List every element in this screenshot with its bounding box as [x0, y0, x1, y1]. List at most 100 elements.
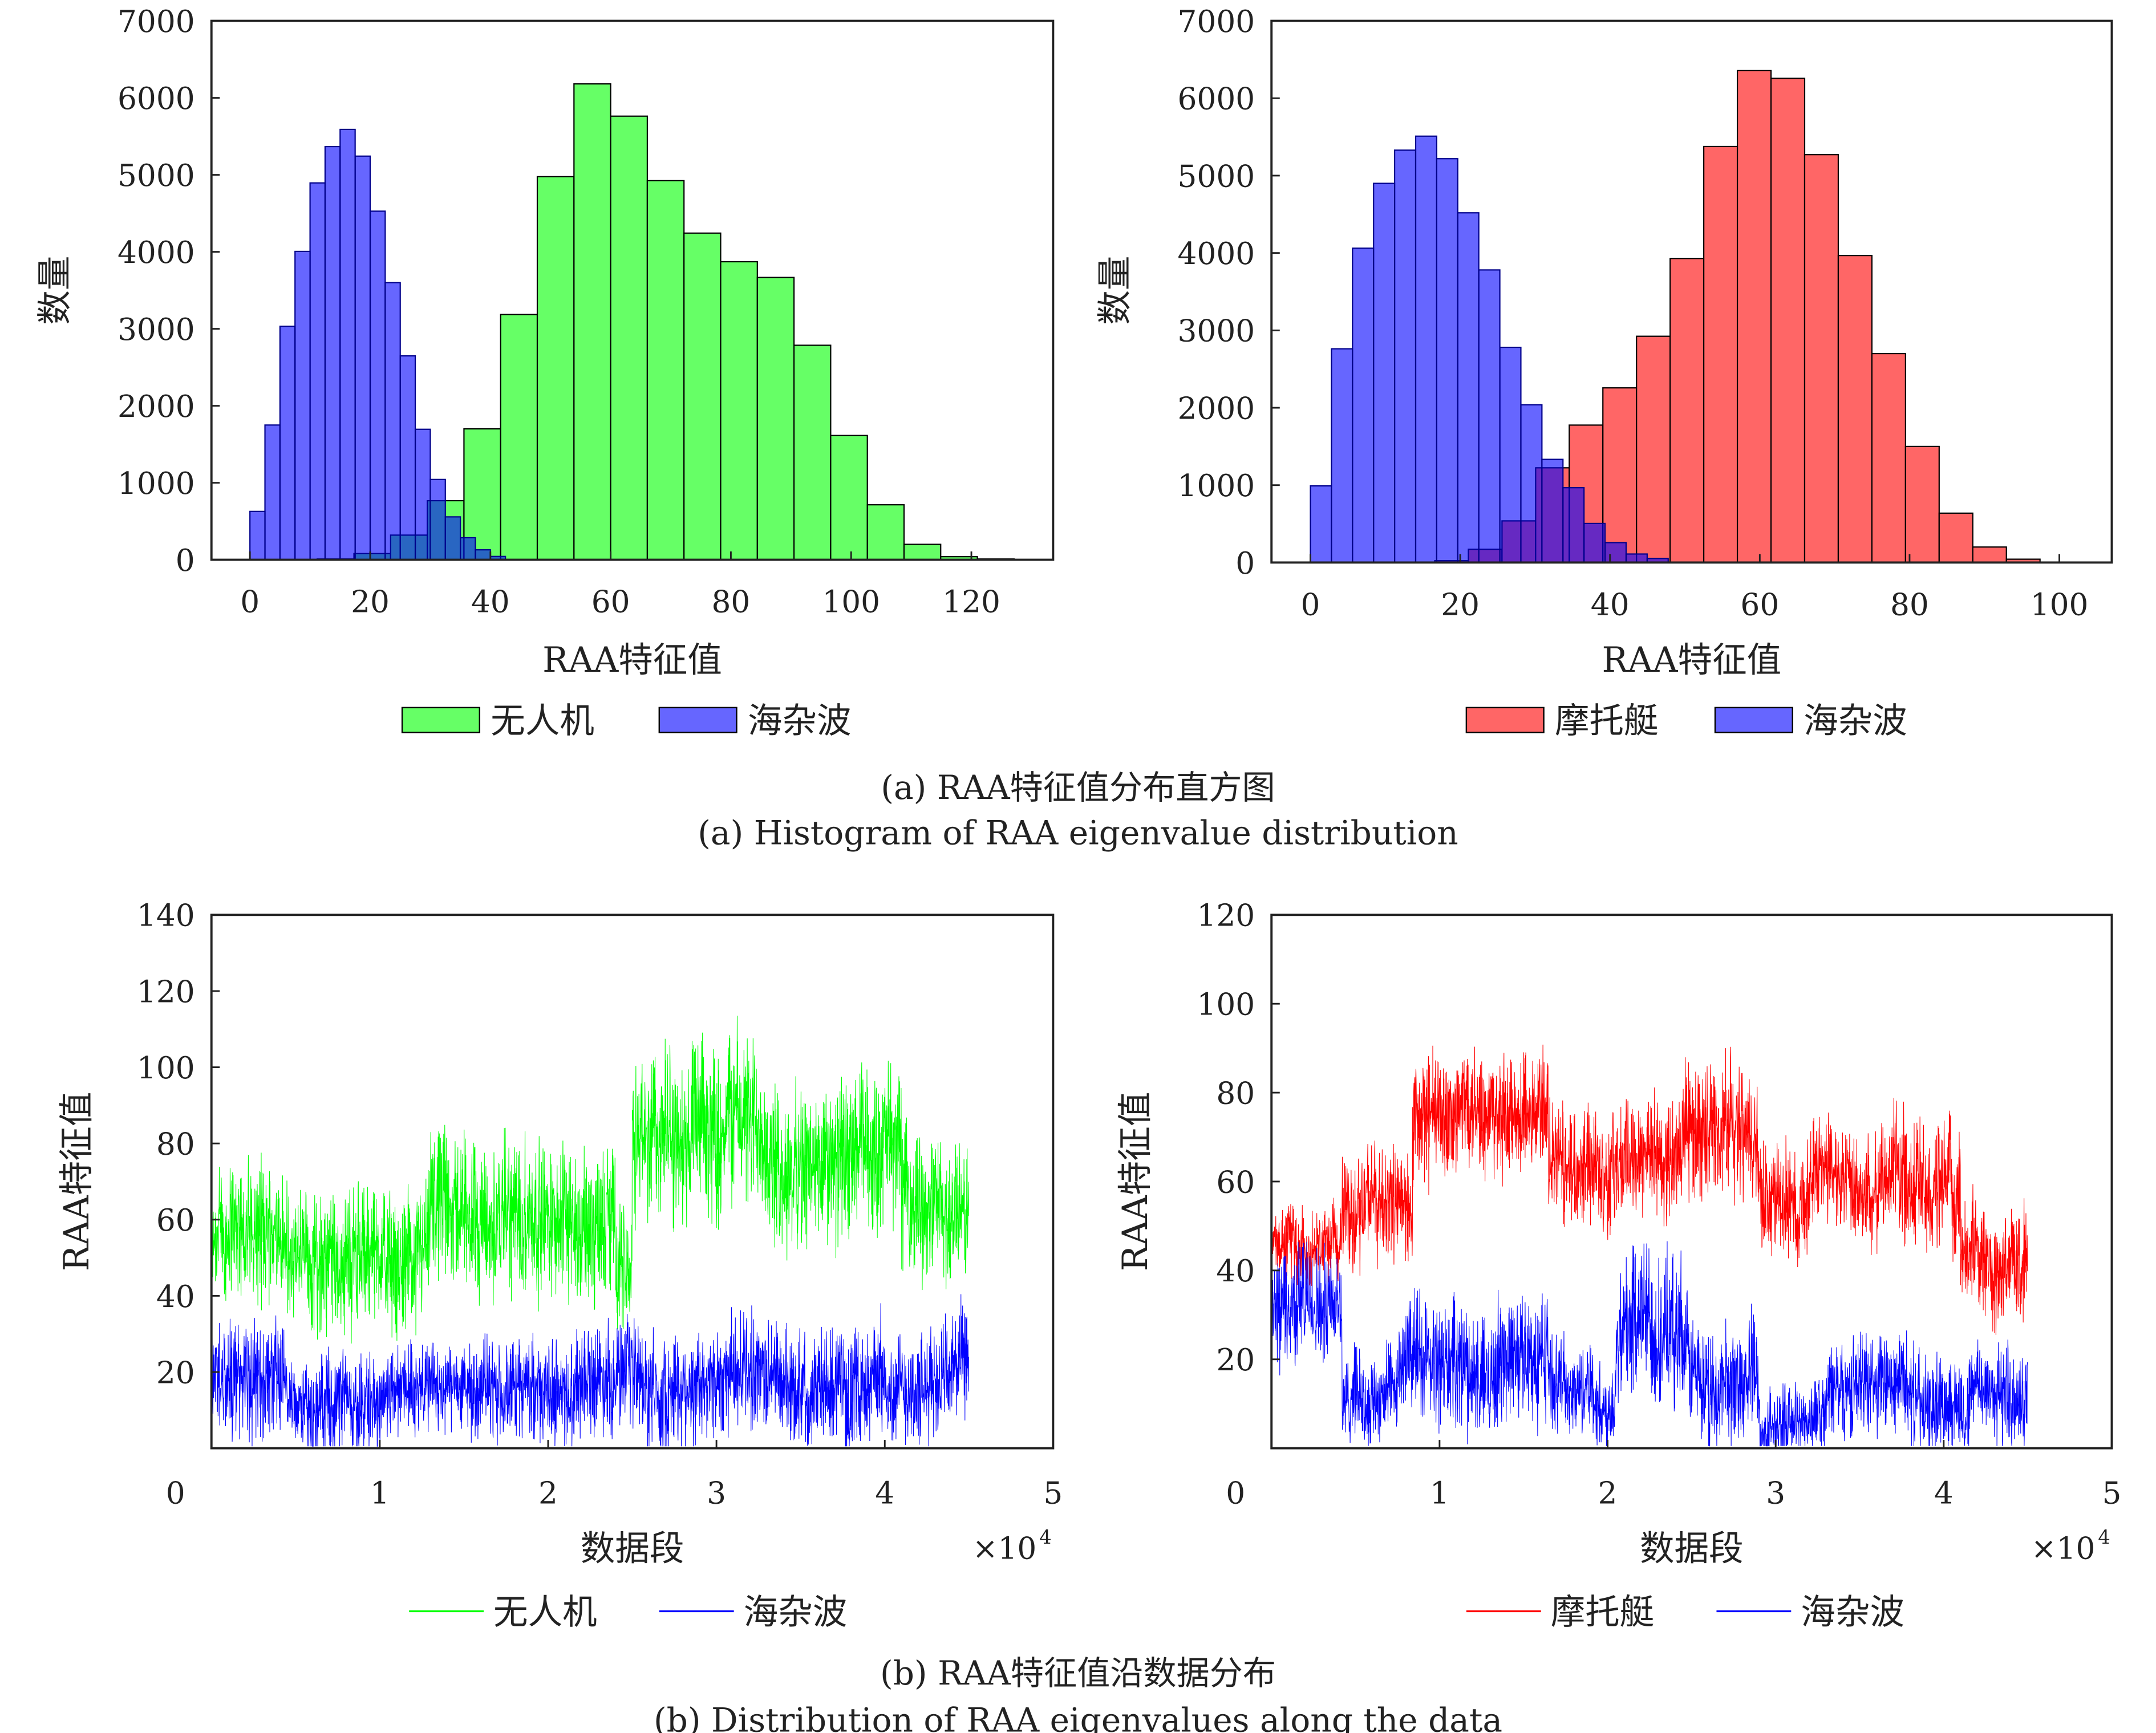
histogram-bar: [1457, 212, 1480, 563]
y-tick-label: 60: [1216, 1164, 1255, 1200]
histogram-bar: [1625, 553, 1648, 563]
x-tick-label: 1: [370, 1476, 390, 1511]
y-tick-label: 7000: [1178, 4, 1255, 39]
y-tick-label: 120: [1197, 898, 1255, 934]
histogram-bar: [294, 250, 311, 561]
histogram-bar: [1520, 404, 1543, 563]
x-tick-label: 20: [351, 585, 390, 620]
histogram-bar: [414, 428, 431, 561]
x-axis-label: RAA特征值: [1602, 640, 1781, 680]
x-multiplier-exponent: 4: [2098, 1526, 2110, 1548]
y-tick-label: 0: [1235, 546, 1255, 581]
legend: 摩托艇 海杂波: [1466, 1592, 1904, 1632]
x-tick-label: 0: [240, 585, 260, 620]
y-tick-label: 0: [176, 543, 195, 578]
histogram-bar: [1837, 255, 1873, 563]
histogram-bar: [683, 232, 722, 561]
y-tick-label: 4000: [117, 235, 195, 270]
series-line-sea-clutter: [1271, 1241, 2028, 1447]
histogram-bar: [646, 180, 685, 561]
histogram-bar: [399, 355, 416, 561]
y-tick-label: 20: [156, 1355, 195, 1390]
x-tick-label: 0: [166, 1476, 185, 1511]
x-axis-label: RAA特征值: [542, 640, 722, 680]
series-line-sea-clutter: [211, 1294, 969, 1447]
histogram-bar: [1331, 348, 1353, 563]
histogram-bar: [1583, 522, 1606, 563]
histogram-bar: [1602, 387, 1638, 563]
axes-frame: [210, 19, 1055, 561]
histogram-bar: [309, 182, 326, 561]
histogram-bar: [720, 261, 758, 561]
histogram-bar: [610, 115, 648, 561]
histogram-bar: [354, 155, 371, 561]
x-tick-label: 1: [1430, 1476, 1449, 1511]
x-tick-label: 2: [538, 1476, 558, 1511]
legend: 无人机 海杂波: [409, 1592, 847, 1632]
histogram-bar: [866, 504, 905, 561]
y-tick-label: 3000: [117, 312, 195, 347]
x-tick-label: 20: [1441, 587, 1480, 623]
y-tick-label: 1000: [1178, 468, 1255, 504]
y-tick-label: 120: [137, 974, 195, 1009]
histogram-bar: [475, 549, 491, 561]
x-tick-label: 4: [875, 1476, 894, 1511]
x-tick-label: 4: [1934, 1476, 1954, 1511]
histogram-bar: [1541, 458, 1564, 563]
x-tick-label: 100: [822, 585, 880, 620]
y-tick-label: 6000: [1178, 82, 1255, 117]
series-sea-clutter: [249, 128, 506, 561]
histogram-bar: [1736, 70, 1772, 563]
histogram-bar: [460, 537, 476, 561]
legend-label: 海杂波: [744, 1592, 848, 1632]
series-line-target: [211, 1016, 969, 1344]
legend-swatch: [1465, 707, 1545, 733]
y-tick-label: 5000: [1178, 159, 1255, 194]
y-axis-label: RAA特征值: [1116, 1092, 1156, 1272]
x-tick-label: 5: [2102, 1476, 2122, 1511]
histogram-bar: [903, 543, 942, 561]
legend-label: 摩托艇: [1555, 701, 1659, 741]
x-tick-label: 80: [712, 585, 751, 620]
legend-label: 海杂波: [748, 701, 852, 741]
histogram-bar: [444, 516, 461, 561]
caption-b-cn: (b) RAA特征值沿数据分布: [880, 1654, 1276, 1693]
histogram-bar: [369, 210, 386, 561]
x-tick-label: 40: [471, 585, 510, 620]
histogram-bar: [1904, 445, 1940, 563]
y-tick-label: 80: [1216, 1075, 1255, 1111]
y-tick-label: 140: [137, 898, 195, 934]
axes-frame: [210, 914, 1055, 1450]
histogram-bar: [249, 510, 266, 561]
histogram-bar: [1394, 149, 1417, 563]
y-tick-label: 40: [156, 1279, 195, 1314]
histogram-bar: [1415, 135, 1437, 563]
y-tick-label: 100: [1197, 987, 1255, 1022]
caption-a-cn: (a) RAA特征值分布直方图: [881, 768, 1275, 807]
x-tick-label: 3: [1766, 1476, 1785, 1511]
x-tick-label: 60: [1740, 587, 1779, 623]
x-tick-label: 100: [2031, 587, 2089, 623]
x-tick-label: 120: [942, 585, 1000, 620]
caption-a-en: (a) Histogram of RAA eigenvalue distribu…: [698, 814, 1458, 853]
legend-label: 海杂波: [1801, 1592, 1904, 1632]
x-multiplier: ×10: [2031, 1531, 2095, 1566]
y-axis-label: 数量: [1095, 256, 1135, 325]
histogram-uav-panel: 0 20 40 60 80 100 120 0 1000 2000 3000 4000 5000 6000…: [35, 4, 1055, 741]
histogram-bar: [1604, 542, 1627, 563]
y-axis-label: 数量: [35, 256, 75, 325]
histogram-bar: [339, 128, 356, 561]
histogram-bar: [793, 344, 832, 561]
legend-label: 海杂波: [1804, 701, 1907, 741]
histogram-bar: [536, 176, 575, 561]
histogram-bar: [573, 83, 611, 561]
y-tick-label: 80: [156, 1127, 195, 1162]
histogram-bar: [1770, 78, 1806, 563]
y-tick-label: 2000: [1178, 391, 1255, 426]
x-tick-label: 0: [1226, 1476, 1245, 1511]
legend-swatch: [401, 707, 481, 733]
histogram-bar: [1352, 247, 1375, 563]
series-uav-panel: 0 1 2 3 4 520406080100120140×10 4数据段RAA特征值无人机海…: [57, 898, 1063, 1633]
